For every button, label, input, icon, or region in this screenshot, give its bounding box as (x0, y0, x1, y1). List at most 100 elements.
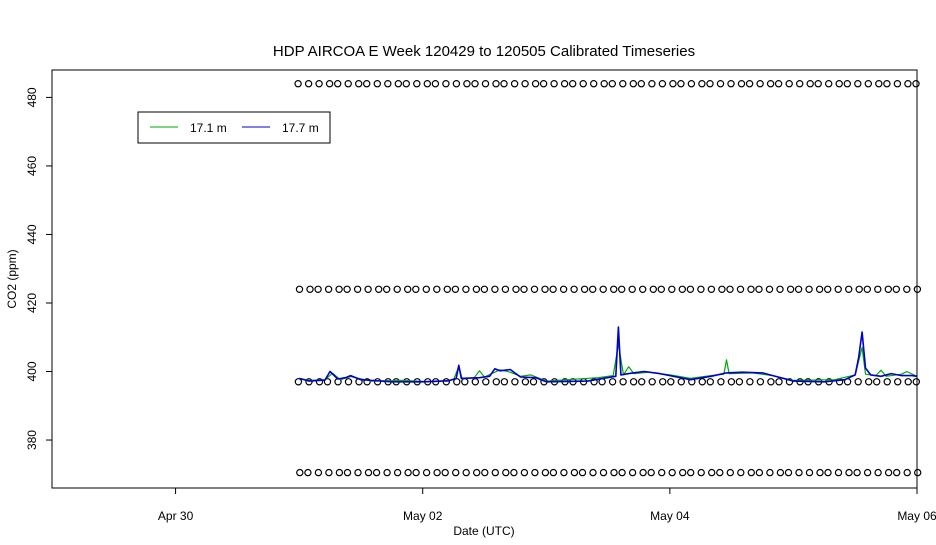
calibration-point (815, 285, 824, 293)
calibration-point (335, 468, 344, 477)
calibration-point (451, 285, 460, 293)
calibration-point (736, 285, 745, 293)
calibration-point (735, 378, 744, 386)
calibration-point (667, 378, 675, 386)
calibration-point (618, 468, 626, 477)
calibration-point (746, 378, 754, 386)
calibration-point (883, 378, 891, 386)
calibration-point (639, 468, 647, 477)
calibration-point (608, 79, 617, 88)
calibration-point (531, 468, 539, 477)
calibration-point (756, 79, 764, 88)
calibration-point (325, 79, 334, 88)
calibration-point (520, 468, 529, 477)
calibration-point (785, 378, 794, 386)
calibration-point (638, 378, 646, 386)
calibration-point (737, 79, 746, 88)
calibration-point (510, 79, 519, 88)
calibration-point (884, 468, 893, 477)
calibration-point (765, 285, 774, 293)
calibration-point (335, 285, 343, 293)
calibration-point (854, 378, 862, 386)
calibration-point (698, 378, 707, 386)
calibration-point (355, 79, 363, 88)
calibration-point (423, 79, 431, 88)
y-tick-label-420: 420 (25, 293, 39, 313)
x-tick-label-1: May 02 (403, 509, 443, 523)
calibration-point (315, 79, 323, 88)
chart-title: HDP AIRCOA E Week 120429 to 120505 Calib… (273, 43, 695, 60)
calibration-point (834, 468, 843, 477)
calibration-point (404, 285, 412, 293)
calibration-point (776, 285, 784, 293)
calibration-point (304, 468, 312, 477)
calibration-point (717, 378, 725, 386)
calibration-point (834, 285, 842, 293)
calibration-point (845, 468, 853, 477)
calibration-point (512, 285, 520, 293)
calibration-point (767, 378, 775, 386)
calibration-point (422, 285, 430, 293)
calibration-point (500, 79, 508, 88)
calibration-point (590, 378, 598, 386)
calibration-point (541, 468, 550, 477)
calibration-point (462, 468, 470, 477)
calibration-point (659, 378, 667, 386)
calibration-point (521, 378, 530, 386)
calibration-point (580, 285, 589, 293)
calibration-point (491, 285, 499, 293)
calibration-point (442, 79, 450, 88)
calibration-point (678, 285, 687, 293)
calibration-point (648, 79, 656, 88)
calibration-point (726, 468, 735, 477)
y-tick-label-440: 440 (25, 224, 39, 244)
x-tick-label-2: May 04 (650, 509, 690, 523)
calibration-point (904, 79, 912, 88)
x-tick-label-3: May 06 (897, 509, 936, 523)
legend: 17.1 m 17.7 m (137, 111, 331, 144)
calibration-point (766, 468, 774, 477)
calibration-point (502, 468, 510, 477)
calibration-point (687, 79, 696, 88)
calibration-point (306, 285, 314, 293)
calibration-point (716, 79, 725, 88)
calibration-point (658, 79, 667, 88)
calibration-point (412, 468, 420, 477)
calibration-point (706, 378, 715, 386)
calibration-point (510, 468, 518, 477)
calibration-point (913, 285, 922, 293)
calibration-point (796, 79, 804, 88)
calibration-point (578, 468, 587, 477)
calibration-point (718, 285, 726, 293)
calibration-point (747, 285, 755, 293)
calibration-point (294, 378, 303, 386)
calibration-point (433, 285, 441, 293)
calibration-point (550, 79, 558, 88)
calibration-point (668, 285, 676, 293)
calibration-point (845, 285, 853, 293)
calibration-point (756, 378, 765, 386)
calibration-point (726, 285, 734, 293)
calibration-point (315, 378, 324, 386)
calibration-point (569, 79, 577, 88)
calibration-point (530, 285, 539, 293)
calibration-point (549, 285, 557, 293)
calibration-point (441, 468, 449, 477)
calibration-point (431, 79, 440, 88)
calibration-point (579, 79, 587, 88)
x-axis-label: Date (UTC) (453, 524, 514, 538)
calibration-point (304, 79, 313, 88)
calibration-point (677, 79, 685, 88)
calibration-point (795, 468, 803, 477)
calibration-point (452, 468, 460, 477)
calibration-point (610, 468, 618, 477)
y-tick-label-380: 380 (25, 430, 39, 450)
calibration-point (462, 285, 470, 293)
calibration-point (853, 468, 861, 477)
calibration-point (344, 79, 352, 88)
calibration-point (824, 468, 832, 477)
calibration-point (600, 79, 608, 88)
calibration-point (708, 468, 716, 477)
calibration-point (893, 79, 902, 88)
